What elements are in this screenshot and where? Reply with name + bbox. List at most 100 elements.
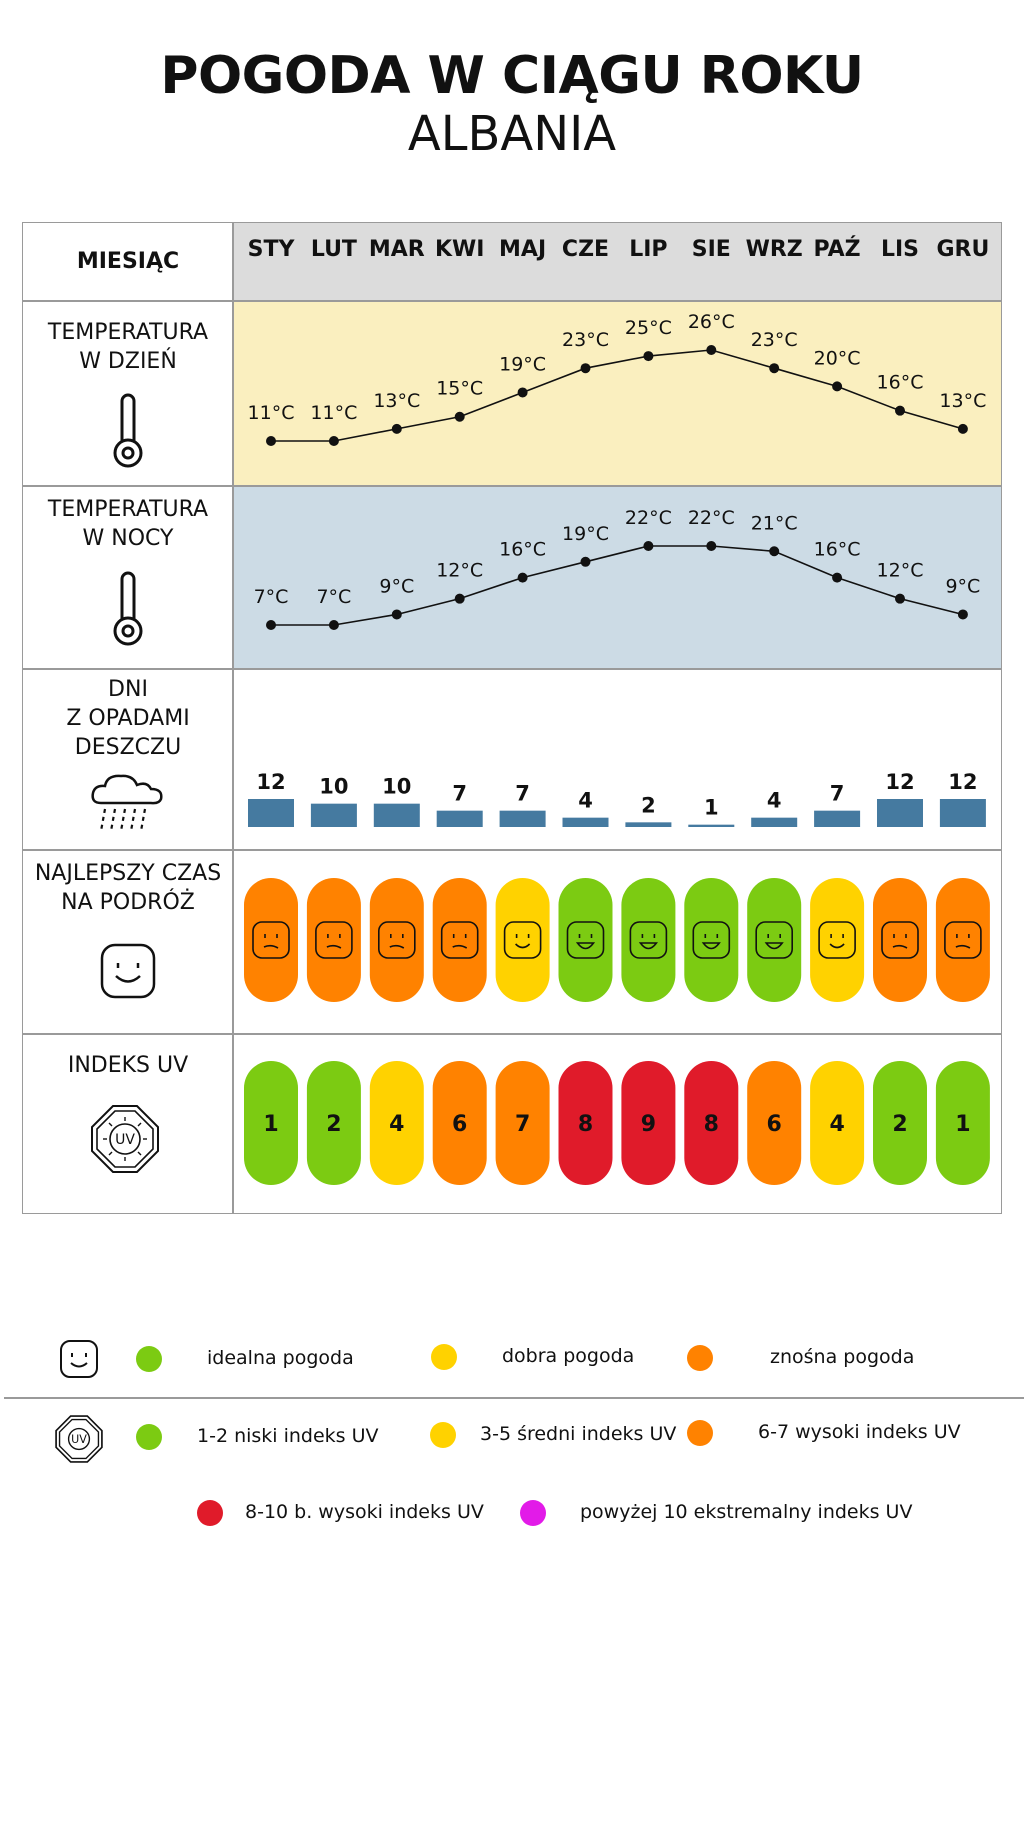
rain-bar xyxy=(248,799,294,827)
month-header: KWI xyxy=(434,237,485,262)
best-time-label: NAJLEPSZY CZAS NA PODRÓŻ xyxy=(34,861,222,915)
rain-bar xyxy=(373,803,420,827)
rain-value-label: 12 xyxy=(885,770,914,794)
month-label: MIESIĄC xyxy=(76,249,180,274)
night-temp-value-label: 9°C xyxy=(379,575,414,597)
day-temp-point xyxy=(957,423,968,434)
uv-index-pill xyxy=(558,1061,613,1185)
legend-dot-yellow xyxy=(431,1344,457,1370)
night-temp-line xyxy=(271,545,964,626)
day-temp-point xyxy=(706,345,717,355)
month-header: GRU xyxy=(936,237,990,262)
night-temp-value-label: 19°C xyxy=(562,523,609,545)
legend-label: 1-2 niski indeks UV xyxy=(197,1425,379,1447)
day-temp-point xyxy=(832,381,843,392)
travel-rating-pill xyxy=(495,878,550,1002)
day-temp-value-label: 20°C xyxy=(814,347,861,369)
day-temp-point xyxy=(580,363,591,374)
night-temp-point xyxy=(391,609,402,620)
month-header: MAJ xyxy=(499,237,547,262)
rain-bar xyxy=(436,810,483,827)
night-temp-value-label: 7°C xyxy=(316,586,351,608)
uv-value-label: 9 xyxy=(641,1112,656,1137)
night-temp-value-label: 16°C xyxy=(814,539,861,561)
night-temp-value-label: 7°C xyxy=(254,586,289,608)
day-temp-point xyxy=(643,351,654,362)
uv-index-pill xyxy=(935,1061,990,1185)
uv-value-label: 1 xyxy=(263,1112,278,1137)
svg-text:UV: UV xyxy=(71,1433,87,1446)
rain-bar xyxy=(814,810,861,827)
night-temp-point xyxy=(266,620,276,630)
night-temp-value-label: 22°C xyxy=(688,507,735,529)
travel-rating-pill xyxy=(244,878,298,1002)
month-header: LUT xyxy=(310,237,357,262)
uv-value-label: 8 xyxy=(578,1112,593,1137)
thermometer-icon xyxy=(113,571,143,646)
meh-face-icon xyxy=(377,921,416,959)
rain-value-label: 10 xyxy=(382,775,411,799)
night-temp-point xyxy=(454,593,465,604)
day-temp-point xyxy=(266,436,276,446)
rain-days-label: DNI Z OPADAMI DESZCZU xyxy=(66,677,190,760)
meh-face-icon xyxy=(440,921,479,959)
uv-icon: UV xyxy=(55,1415,103,1463)
night-temp-point xyxy=(517,572,528,583)
night-temp-point xyxy=(643,541,654,551)
day-temp-point xyxy=(454,411,465,422)
legend-label: 3-5 średni indeks UV xyxy=(480,1423,677,1445)
legend-label: znośna pogoda xyxy=(770,1346,915,1368)
day-temp-value-label: 16°C xyxy=(877,372,924,394)
legend-label: 8-10 b. wysoki indeks UV xyxy=(245,1501,484,1523)
travel-rating-pill xyxy=(810,878,865,1002)
night-temp-label: TEMPERATURA W NOCY xyxy=(47,497,209,551)
travel-rating-pill xyxy=(935,878,990,1002)
night-temp-point xyxy=(706,541,717,551)
uv-index-pill xyxy=(621,1061,676,1185)
legend-dot-green xyxy=(136,1424,162,1450)
smiley-icon xyxy=(100,943,156,999)
rain-value-label: 4 xyxy=(578,789,593,813)
climate-chart: 11°C 11°C13°C15°C19°C23°C25°C 26°C23°C20°C… xyxy=(244,311,990,1185)
meh-face-icon xyxy=(315,921,353,959)
day-temp-point xyxy=(769,363,780,374)
day-temp-value-label: 11°C xyxy=(310,402,357,424)
uv-index-pill xyxy=(244,1061,298,1185)
rain-bar xyxy=(877,799,923,827)
uv-index-pill xyxy=(369,1061,424,1185)
rain-bar xyxy=(939,799,986,827)
uv-value-label: 6 xyxy=(767,1112,782,1137)
legend-dot-yellow xyxy=(430,1422,456,1448)
meh-face-icon xyxy=(944,921,982,959)
meh-face-icon xyxy=(881,921,919,959)
day-temp-value-label: 11°C xyxy=(248,402,295,424)
page-subtitle: ALBANIA xyxy=(407,106,617,162)
rain-value-label: 10 xyxy=(319,775,348,799)
smile-face-icon xyxy=(503,921,542,959)
legend-label: 6-7 wysoki indeks UV xyxy=(758,1421,961,1443)
night-temp-point xyxy=(957,609,968,620)
night-temp-point xyxy=(580,556,591,567)
travel-rating-pill xyxy=(747,878,802,1002)
night-temp-value-label: 16°C xyxy=(499,539,546,561)
travel-rating-pill xyxy=(306,878,361,1002)
day-temp-value-label: 26°C xyxy=(688,311,735,333)
uv-value-label: 2 xyxy=(892,1112,907,1137)
day-temp-value-label: 25°C xyxy=(625,317,672,339)
day-temp-point xyxy=(328,436,339,446)
meh-face-icon xyxy=(252,921,290,959)
rain-value-label: 12 xyxy=(256,770,285,794)
night-temp-bg xyxy=(233,486,1001,668)
uv-value-label: 6 xyxy=(452,1112,467,1137)
happy-face-icon xyxy=(629,921,668,959)
month-header: LIP xyxy=(629,237,668,262)
month-header: SIE xyxy=(691,237,731,262)
day-temp-label: TEMPERATURA W DZIEŃ xyxy=(47,320,209,374)
rain-value-label: 2 xyxy=(641,793,656,817)
day-temp-point xyxy=(517,387,528,398)
uv-index-pill xyxy=(306,1061,361,1185)
rain-value-label: 4 xyxy=(767,789,782,813)
uv-index-pill xyxy=(810,1061,865,1185)
legend-label: idealna pogoda xyxy=(207,1347,354,1369)
uv-index-pill xyxy=(873,1061,927,1185)
